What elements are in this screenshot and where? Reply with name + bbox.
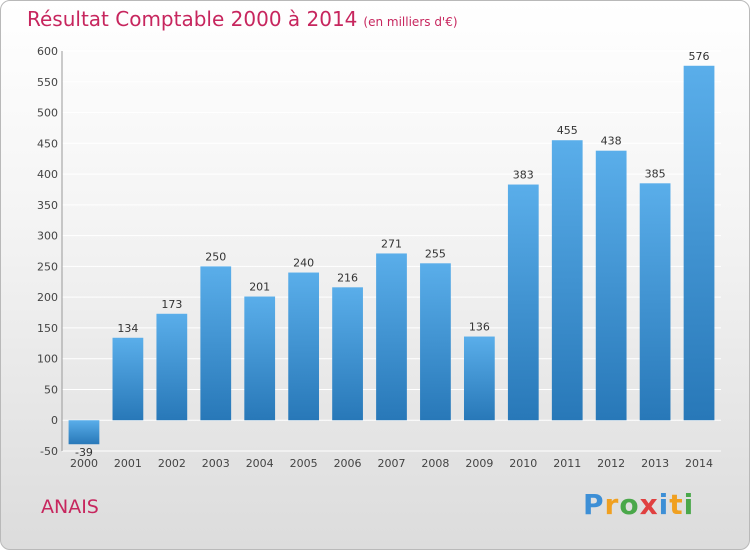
data-label: 240 xyxy=(293,257,314,270)
data-label: 455 xyxy=(557,124,578,137)
bar xyxy=(68,420,100,445)
x-tick-label: 2005 xyxy=(290,457,318,470)
data-label: 201 xyxy=(249,281,270,294)
logo-letter: i xyxy=(683,488,695,521)
x-tick-label: 2012 xyxy=(597,457,625,470)
y-tick-label: 550 xyxy=(37,76,58,89)
data-label: 576 xyxy=(689,50,710,63)
proxiti-logo: Proxiti xyxy=(583,488,694,521)
bar xyxy=(244,296,276,421)
bar xyxy=(376,253,407,421)
bar xyxy=(112,337,144,421)
x-tick-label: 2004 xyxy=(246,457,274,470)
data-label: 250 xyxy=(205,250,226,263)
bar xyxy=(420,263,451,421)
x-tick-label: 2010 xyxy=(509,457,537,470)
data-label: 385 xyxy=(645,167,666,180)
data-label: 255 xyxy=(425,247,446,260)
chart-title: Résultat Comptable 2000 à 2014 (en millie… xyxy=(27,7,458,31)
data-label: -39 xyxy=(75,446,93,459)
x-tick-label: 2001 xyxy=(114,457,142,470)
y-tick-label: 600 xyxy=(37,45,58,58)
title-text: Résultat Comptable 2000 à 2014 xyxy=(27,7,358,31)
x-tick-label: 2014 xyxy=(685,457,713,470)
x-tick-label: 2002 xyxy=(158,457,186,470)
y-tick-label: -50 xyxy=(40,445,58,458)
y-tick-label: 500 xyxy=(37,107,58,120)
y-tick-label: 50 xyxy=(44,383,58,396)
chart-subtitle: (en milliers d'€) xyxy=(363,15,458,29)
x-tick-label: 2003 xyxy=(202,457,230,470)
bar xyxy=(156,313,188,421)
bar xyxy=(288,272,320,421)
x-tick-label: 2008 xyxy=(421,457,449,470)
bar xyxy=(639,183,671,421)
x-tick-label: 2011 xyxy=(553,457,581,470)
bar xyxy=(683,65,715,421)
data-label: 438 xyxy=(601,135,622,148)
bar xyxy=(551,140,583,421)
data-label: 134 xyxy=(117,322,138,335)
data-label: 383 xyxy=(513,169,534,182)
logo-letter: i xyxy=(658,488,670,521)
y-tick-label: 150 xyxy=(37,322,58,335)
data-label: 136 xyxy=(469,321,490,334)
y-tick-label: 400 xyxy=(37,168,58,181)
logo-letter: t xyxy=(669,488,684,521)
logo-letter: x xyxy=(639,488,659,521)
bar xyxy=(200,266,232,421)
x-tick-label: 2009 xyxy=(465,457,493,470)
bar xyxy=(463,336,495,421)
data-label: 216 xyxy=(337,271,358,284)
y-tick-label: 250 xyxy=(37,260,58,273)
bar xyxy=(332,287,363,421)
x-tick-label: 2013 xyxy=(641,457,669,470)
y-tick-label: 350 xyxy=(37,199,58,212)
x-tick-label: 2000 xyxy=(70,457,98,470)
logo-letter: o xyxy=(619,488,640,521)
y-tick-label: 300 xyxy=(37,230,58,243)
data-label: 173 xyxy=(161,298,182,311)
data-label: 271 xyxy=(381,237,402,250)
logo-letter: P xyxy=(583,488,605,521)
x-tick-label: 2007 xyxy=(378,457,406,470)
commune-name: ANAIS xyxy=(41,496,99,518)
bar xyxy=(507,184,539,421)
logo-letter: r xyxy=(604,488,620,521)
y-tick-label: 450 xyxy=(37,137,58,150)
y-tick-label: 0 xyxy=(51,414,58,427)
bar xyxy=(595,150,627,421)
y-tick-label: 200 xyxy=(37,291,58,304)
y-tick-label: 100 xyxy=(37,353,58,366)
x-tick-label: 2006 xyxy=(334,457,362,470)
